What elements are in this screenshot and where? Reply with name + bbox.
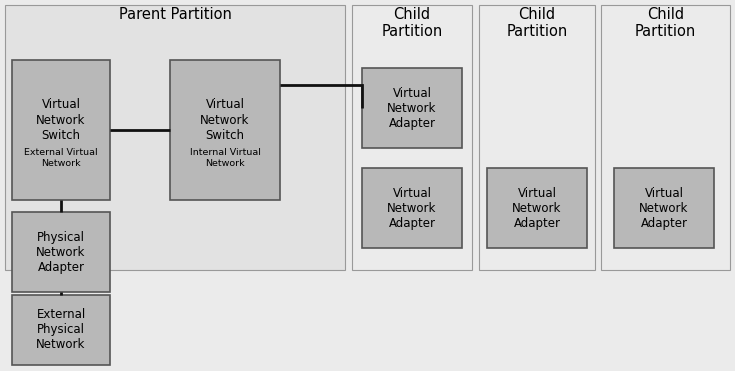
Text: Virtual
Network
Adapter: Virtual Network Adapter [387, 187, 437, 230]
Text: Virtual
Network
Adapter: Virtual Network Adapter [387, 86, 437, 129]
Bar [362, 68, 462, 148]
Text: Internal Virtual
Network: Internal Virtual Network [190, 148, 260, 168]
Text: Virtual
Network
Switch: Virtual Network Switch [201, 98, 250, 141]
Text: Virtual
Network
Adapter: Virtual Network Adapter [639, 187, 689, 230]
Bar [614, 168, 714, 248]
Bar [487, 168, 587, 248]
Text: Child
Partition: Child Partition [381, 7, 442, 39]
Bar [12, 212, 110, 292]
Bar [479, 5, 595, 270]
Text: External Virtual
Network: External Virtual Network [24, 148, 98, 168]
Text: Child
Partition: Child Partition [506, 7, 567, 39]
Text: Virtual
Network
Adapter: Virtual Network Adapter [512, 187, 562, 230]
Bar [5, 5, 345, 270]
Bar [170, 60, 280, 200]
Text: Parent Partition: Parent Partition [118, 7, 232, 22]
Bar [12, 60, 110, 200]
Text: Physical
Network
Adapter: Physical Network Adapter [36, 230, 86, 273]
Text: External
Physical
Network: External Physical Network [36, 309, 86, 351]
Bar [601, 5, 730, 270]
Bar [362, 168, 462, 248]
Text: Virtual
Network
Switch: Virtual Network Switch [36, 98, 86, 141]
Bar [352, 5, 472, 270]
Bar [12, 295, 110, 365]
Text: Child
Partition: Child Partition [635, 7, 696, 39]
